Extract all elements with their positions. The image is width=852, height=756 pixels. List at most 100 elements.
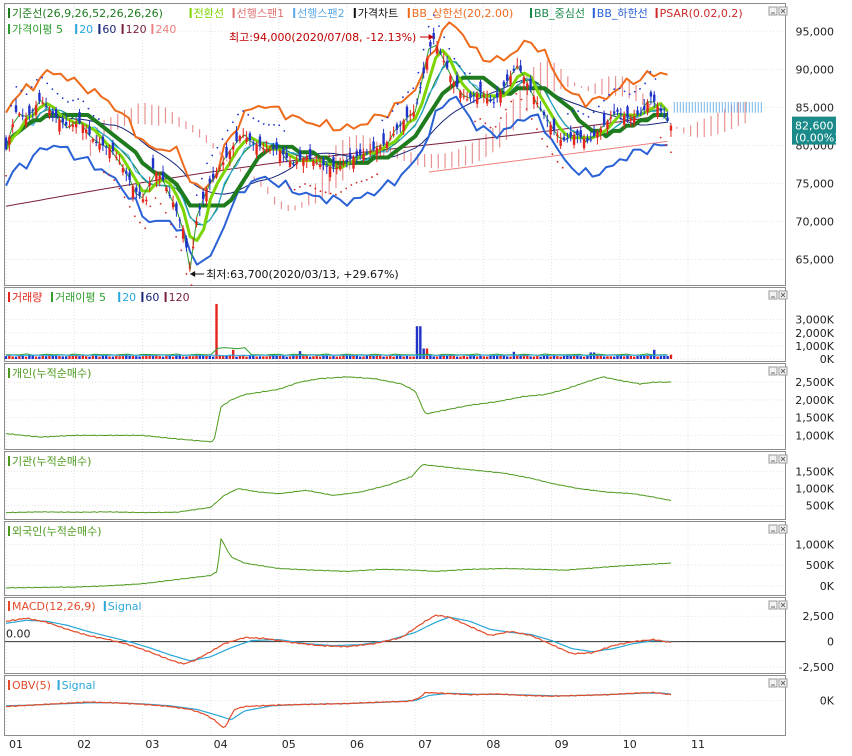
volume-bar [18, 355, 21, 359]
candle-body [375, 147, 379, 155]
candle-body [315, 162, 318, 164]
minimize-button[interactable] [768, 6, 778, 16]
volume-bar [235, 356, 238, 359]
candle-body [165, 187, 168, 191]
volume-bar [315, 355, 318, 359]
candle-body [485, 98, 489, 104]
minimize-button[interactable] [768, 290, 778, 300]
psar-dot [427, 25, 430, 28]
minimize-button[interactable] [768, 454, 778, 464]
candle-body [282, 149, 285, 155]
volume-bar [435, 356, 439, 359]
minimize-button[interactable] [768, 600, 778, 610]
price-legend-item: 가격차트 [358, 7, 398, 20]
candle-body [58, 119, 61, 132]
psar-dot [566, 112, 569, 115]
volume-bar [392, 356, 395, 359]
volume-bar [338, 356, 342, 359]
candle-body [305, 157, 308, 161]
psar-dot [551, 153, 554, 156]
volume-bars [4, 303, 673, 359]
candle-body [512, 68, 516, 71]
volume-bar [98, 356, 101, 359]
candle-body [492, 102, 496, 104]
y-tick-label: 2,500 [803, 610, 835, 623]
candles [4, 27, 673, 272]
psar-dot [510, 100, 513, 103]
candle-body [208, 178, 212, 184]
legend-marker [8, 680, 10, 690]
psar-dot [391, 110, 394, 112]
volume-bar [312, 356, 315, 359]
volume-bar [432, 356, 435, 359]
volume-bar [599, 355, 602, 359]
volume-bar [536, 356, 539, 359]
candle-body [643, 106, 646, 110]
candle-body [526, 83, 529, 88]
volume-bar [215, 303, 218, 359]
candle-body [405, 106, 409, 118]
minimize-button[interactable] [768, 366, 778, 376]
minimize-button[interactable] [768, 678, 778, 688]
x-tick-label: 06 [350, 738, 364, 751]
bb-upper-line [5, 21, 668, 191]
volume-bar [369, 355, 372, 359]
candle-body [41, 102, 44, 104]
volume-bar [171, 356, 175, 359]
volume-bar [372, 356, 375, 359]
candle-body [445, 61, 449, 69]
candle-body [469, 93, 472, 98]
candle-body [639, 112, 643, 114]
ma120-line [5, 114, 668, 207]
candle-body [328, 166, 332, 178]
volume-bar [198, 354, 202, 359]
volume-bar [352, 354, 355, 359]
volume-bar [91, 355, 95, 359]
volume-bar [415, 326, 419, 359]
legend-marker [530, 8, 532, 18]
price-ma-legend-item: 60 [102, 23, 116, 36]
candle-body [422, 67, 425, 74]
candle-body [365, 152, 369, 154]
volume-bar [626, 355, 629, 359]
candle-body [11, 124, 14, 128]
volume-bar [168, 355, 171, 359]
minimize-button[interactable] [768, 524, 778, 534]
psar-dot [273, 123, 275, 126]
candle-body [228, 151, 232, 159]
volume-bar [118, 356, 121, 359]
volume-bar [342, 355, 345, 359]
volume-bar [221, 355, 225, 359]
volume-bar [138, 356, 141, 359]
psar-dot [407, 91, 409, 94]
candle-body [666, 117, 669, 121]
volume-bar [532, 356, 536, 359]
candle-body [442, 60, 445, 62]
candle-body [659, 108, 663, 112]
candle-body [111, 142, 115, 152]
y-tick-label: 1,000K [795, 340, 834, 353]
psar-dot [649, 71, 652, 73]
candle-body [48, 110, 51, 116]
candle-body [432, 33, 435, 40]
candle-body [372, 141, 375, 150]
candle-body [215, 173, 218, 178]
psar-dot [489, 126, 492, 129]
candle-body [342, 163, 345, 165]
x-tick-label: 08 [486, 738, 500, 751]
x-tick-label: 03 [145, 738, 159, 751]
candle-body [302, 158, 305, 166]
institution-cumulative-line [6, 464, 672, 514]
candle-body [632, 116, 636, 124]
candle-body [211, 173, 215, 179]
volume-bar [305, 355, 308, 359]
psar-dot [365, 178, 368, 181]
candle-body [576, 130, 579, 136]
macd-signal-line [5, 616, 672, 662]
volume-bar [48, 355, 51, 359]
volume-bar [88, 356, 91, 359]
psar-dot [30, 86, 33, 88]
volume-bar [302, 354, 305, 359]
candle-body [221, 162, 225, 165]
y-tick-label: 1,500K [795, 412, 834, 425]
